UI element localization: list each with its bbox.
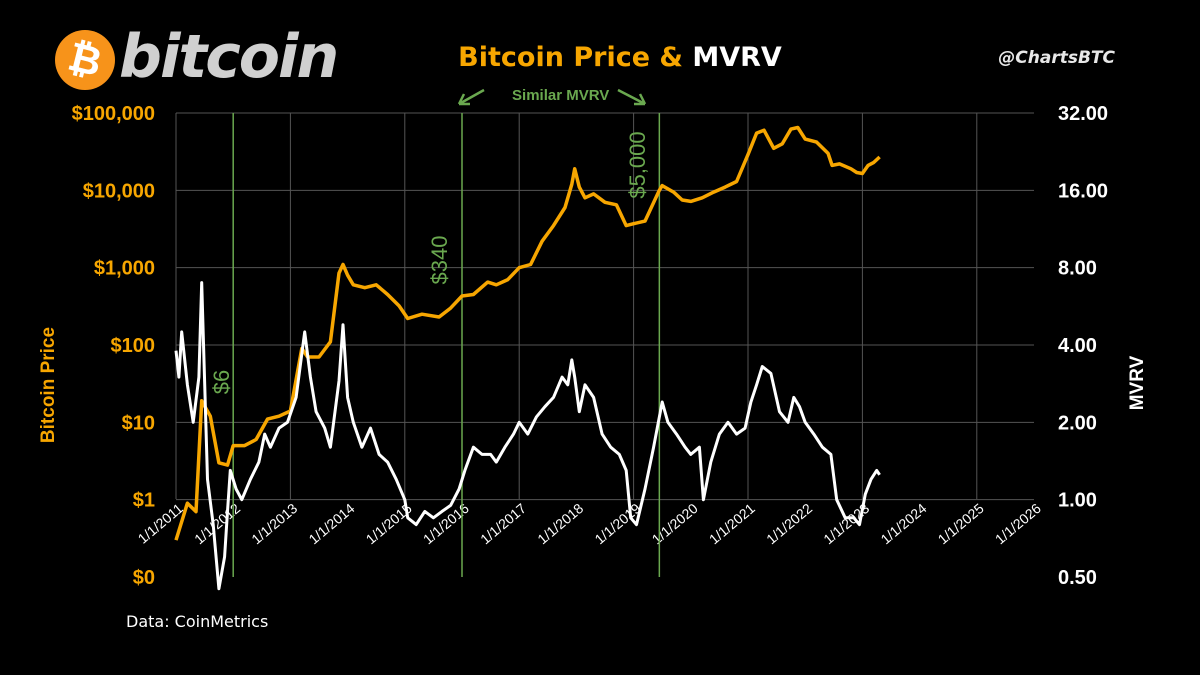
bitcoin-wordmark: bitcoin [119, 22, 339, 92]
chart-title: Bitcoin Price & MVRV [0, 42, 1200, 73]
y-tick-label: $1,000 [94, 258, 155, 280]
y-tick-label: $100 [111, 335, 156, 357]
price-series-line [174, 125, 881, 541]
author-handle: @ChartsBTC [998, 48, 1115, 68]
x-tick-label: 1/1/2020 [649, 500, 701, 547]
y-tick-label: $10 [122, 412, 155, 434]
y-tick-label: $1 [133, 490, 155, 512]
x-tick-label: 1/1/2022 [763, 500, 815, 547]
y-axis-title: Bitcoin Price [38, 327, 59, 443]
y2-tick-label: 8.00 [1058, 258, 1097, 280]
y2-tick-label: 1.00 [1058, 490, 1097, 512]
y2-tick-label: 0.50 [1058, 567, 1097, 589]
x-tick-label: 1/1/2014 [305, 500, 357, 547]
x-tick-label: 1/1/2023 [820, 500, 872, 547]
y2-tick-label: 32.00 [1058, 103, 1108, 125]
x-tick-label: 1/1/2024 [877, 500, 929, 547]
chart-title-price: Bitcoin Price & [458, 42, 683, 73]
y2-tick-label: 2.00 [1058, 412, 1097, 434]
x-tick-label: 1/1/2025 [935, 500, 987, 547]
x-tick-label: 1/1/2012 [191, 500, 243, 547]
y-tick-label: $0 [133, 567, 155, 589]
arrow-right-icon [617, 88, 647, 106]
similar-mvrv-label: Similar MVRV [512, 87, 609, 104]
y2-tick-label: 4.00 [1058, 335, 1097, 357]
mvrv-series-line [174, 281, 881, 591]
x-tick-label: 1/1/2026 [992, 500, 1044, 547]
annotation-price-label: $340 [427, 236, 452, 285]
y-tick-label: $100,000 [72, 103, 155, 125]
x-tick-label: 1/1/2013 [248, 500, 300, 547]
x-tick-label: 1/1/2017 [477, 500, 529, 547]
data-source-note: Data: CoinMetrics [126, 612, 269, 631]
annotation-price-label: $5,000 [625, 131, 650, 198]
x-tick-label: 1/1/2021 [706, 500, 758, 547]
y2-tick-label: 16.00 [1058, 180, 1108, 202]
x-tick-label: 1/1/2018 [534, 500, 586, 547]
chart-title-mvrv: MVRV [692, 42, 782, 73]
bitcoin-logo: ₿ bitcoin [55, 22, 355, 92]
annotation-price-label: $6 [209, 370, 234, 394]
y2-axis-title: MVRV [1127, 355, 1148, 410]
bitcoin-coin-icon [55, 30, 115, 90]
y-tick-label: $10,000 [83, 180, 155, 202]
arrow-left-icon [457, 88, 485, 106]
